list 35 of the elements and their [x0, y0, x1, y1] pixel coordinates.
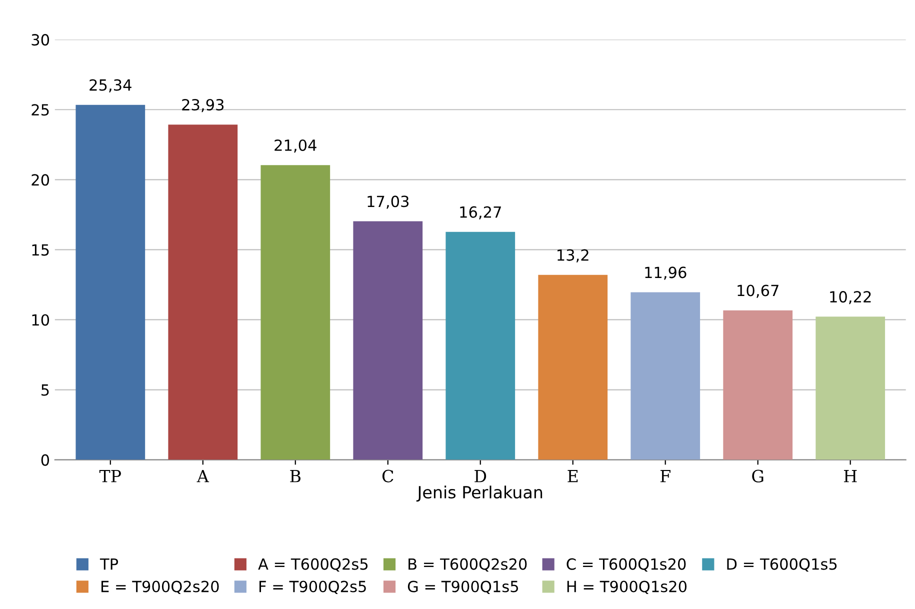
y-tick-label: 10	[32, 314, 50, 326]
legend-label: H = T900Q1s20	[567, 580, 687, 594]
legend-label: F = T900Q2s5	[259, 580, 366, 594]
legend-label: C = T600Q1s20	[566, 558, 686, 572]
x-axis-title: Jenis Perlakuan	[416, 486, 542, 502]
y-tick-label: 20	[32, 174, 50, 186]
data-label: 13,2	[558, 249, 588, 262]
y-tick-label: 30	[32, 34, 50, 46]
legend-label: B = T600Q2s20	[408, 558, 527, 572]
x-tick-label: E	[568, 470, 578, 482]
x-tick-label: A	[196, 470, 210, 482]
data-label: 11,96	[645, 266, 686, 280]
data-label: 23,93	[182, 98, 224, 112]
y-tick-label: 15	[32, 244, 49, 256]
legend-label: A = T600Q2s5	[258, 558, 368, 572]
x-tick-label: H	[844, 470, 857, 482]
legend-label: G = T900Q1s5	[408, 580, 518, 594]
legend-label: D = T600Q1s5	[727, 558, 837, 572]
y-tick-label: 0	[41, 454, 50, 466]
legend-label: TP	[100, 558, 118, 570]
data-label: 25,34	[90, 79, 132, 92]
y-tick-label: 5	[42, 384, 49, 396]
y-tick-label: 25	[32, 104, 49, 116]
x-tick-label: G	[752, 470, 764, 482]
data-label: 21,04	[274, 139, 316, 153]
data-label: 17,03	[368, 196, 409, 209]
x-tick-label: B	[290, 470, 300, 482]
x-tick-label: C	[382, 470, 394, 482]
data-label: 16,27	[460, 206, 501, 220]
x-tick-label: D	[474, 470, 486, 482]
legend-label: E = T900Q2s20	[101, 580, 219, 594]
data-label: 10,22	[830, 291, 871, 304]
x-tick-label: F	[660, 470, 670, 482]
data-label: 10,67	[738, 284, 778, 298]
x-tick-label: TP	[99, 470, 121, 482]
